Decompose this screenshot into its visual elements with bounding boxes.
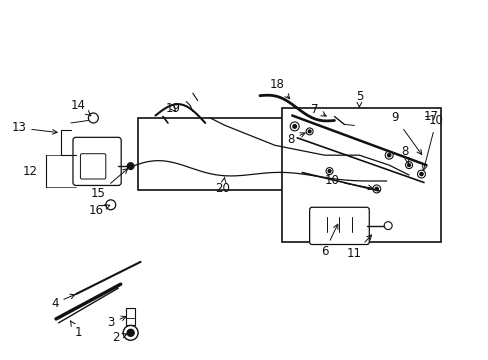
Text: 6: 6 xyxy=(320,224,337,258)
Circle shape xyxy=(292,125,296,128)
Bar xyxy=(138,118,292,190)
Text: 2: 2 xyxy=(112,331,127,344)
Text: 13: 13 xyxy=(11,121,57,134)
Text: 3: 3 xyxy=(107,316,126,329)
Circle shape xyxy=(374,187,378,190)
Bar xyxy=(282,108,441,242)
Circle shape xyxy=(387,154,390,157)
Circle shape xyxy=(128,164,133,168)
Text: 17: 17 xyxy=(423,110,438,123)
Text: 18: 18 xyxy=(269,78,289,99)
Text: 20: 20 xyxy=(215,177,229,195)
FancyBboxPatch shape xyxy=(309,207,368,244)
Circle shape xyxy=(307,130,310,133)
FancyBboxPatch shape xyxy=(80,154,105,179)
Circle shape xyxy=(407,164,409,167)
Text: 14: 14 xyxy=(71,99,91,116)
Text: 8: 8 xyxy=(401,145,408,163)
Text: 10: 10 xyxy=(324,175,372,190)
Text: 11: 11 xyxy=(346,235,371,260)
Text: 12: 12 xyxy=(22,165,37,177)
Text: 1: 1 xyxy=(70,321,82,339)
Circle shape xyxy=(327,170,330,172)
Text: 19: 19 xyxy=(165,102,180,114)
Text: 8: 8 xyxy=(287,133,305,146)
Text: 10: 10 xyxy=(422,114,443,170)
Text: 4: 4 xyxy=(51,294,75,310)
Bar xyxy=(125,307,134,325)
Circle shape xyxy=(127,329,134,336)
Circle shape xyxy=(419,172,422,176)
Text: 5: 5 xyxy=(355,90,362,107)
FancyBboxPatch shape xyxy=(73,137,121,185)
Text: 7: 7 xyxy=(310,103,325,116)
Text: 16: 16 xyxy=(88,204,109,217)
Text: 15: 15 xyxy=(91,168,127,201)
Text: 9: 9 xyxy=(391,112,421,154)
